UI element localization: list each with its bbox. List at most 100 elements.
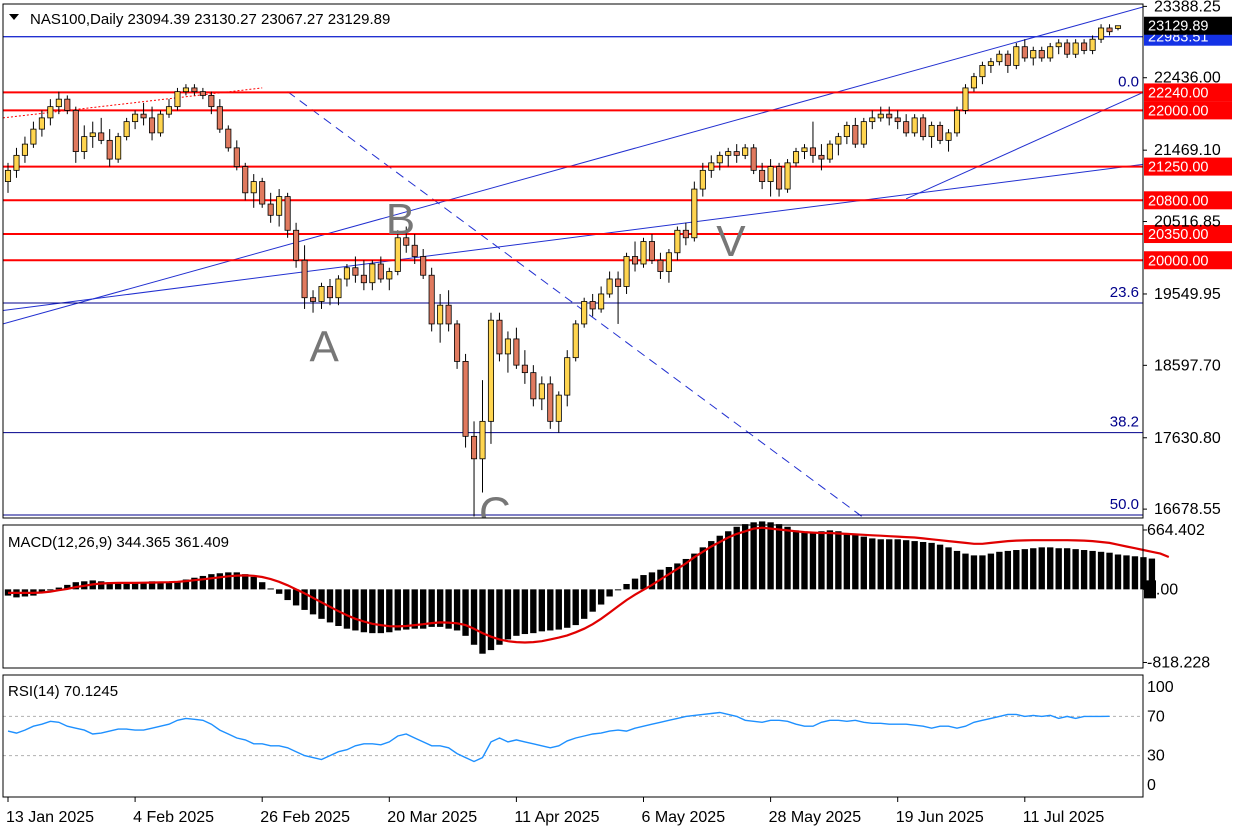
- candle[interactable]: [759, 162, 766, 190]
- candle[interactable]: [149, 106, 156, 141]
- candle[interactable]: [115, 132, 122, 163]
- candle[interactable]: [1030, 46, 1037, 66]
- candle[interactable]: [996, 50, 1003, 66]
- candle[interactable]: [437, 293, 444, 343]
- candle[interactable]: [182, 84, 189, 96]
- candle[interactable]: [1098, 24, 1105, 43]
- candle[interactable]: [318, 282, 325, 309]
- candle[interactable]: [725, 147, 732, 167]
- candle[interactable]: [471, 421, 478, 517]
- lower-trend-line[interactable]: [3, 163, 1143, 311]
- candle[interactable]: [123, 117, 130, 141]
- candle[interactable]: [1081, 39, 1088, 55]
- candle[interactable]: [462, 353, 469, 448]
- price-panel[interactable]: ABCV0.023.638.250.022983.5122240.0022000…: [3, 0, 1232, 538]
- candle[interactable]: [1089, 35, 1096, 55]
- candle[interactable]: [360, 260, 367, 291]
- candle[interactable]: [98, 117, 105, 145]
- candle[interactable]: [547, 376, 554, 429]
- candle[interactable]: [979, 61, 986, 85]
- candle[interactable]: [165, 99, 173, 118]
- candle[interactable]: [615, 271, 622, 324]
- candle[interactable]: [699, 162, 706, 197]
- candle[interactable]: [216, 99, 223, 133]
- candle[interactable]: [920, 114, 927, 141]
- candle[interactable]: [21, 136, 28, 163]
- candle[interactable]: [140, 102, 147, 126]
- candle[interactable]: [953, 106, 961, 137]
- candle[interactable]: [750, 144, 757, 175]
- candle[interactable]: [521, 350, 528, 384]
- candle[interactable]: [504, 331, 511, 373]
- candle[interactable]: [403, 226, 410, 253]
- candle[interactable]: [631, 241, 639, 272]
- candle[interactable]: [225, 125, 232, 152]
- candle[interactable]: [386, 267, 393, 291]
- candle[interactable]: [623, 252, 630, 294]
- candle[interactable]: [530, 365, 537, 407]
- candle[interactable]: [691, 181, 698, 242]
- candle[interactable]: [742, 144, 749, 160]
- candle[interactable]: [208, 91, 215, 115]
- candle[interactable]: [784, 159, 791, 193]
- candle[interactable]: [843, 121, 850, 145]
- candle[interactable]: [55, 91, 62, 115]
- candle[interactable]: [987, 57, 994, 73]
- candle[interactable]: [343, 263, 350, 287]
- candle[interactable]: [89, 121, 96, 148]
- candle[interactable]: [106, 129, 113, 167]
- rising-channel-line[interactable]: [905, 91, 1143, 200]
- candle[interactable]: [555, 391, 562, 433]
- candle[interactable]: [4, 162, 12, 193]
- candle[interactable]: [776, 162, 783, 197]
- candle[interactable]: [496, 312, 503, 362]
- symbol-menu-triangle-icon[interactable]: [9, 14, 19, 20]
- candle[interactable]: [674, 226, 681, 261]
- candle[interactable]: [564, 350, 571, 407]
- candle[interactable]: [191, 84, 198, 96]
- candle[interactable]: [606, 271, 613, 298]
- candle[interactable]: [1064, 39, 1071, 58]
- candle[interactable]: [598, 286, 605, 313]
- candle[interactable]: [877, 106, 884, 122]
- candle[interactable]: [835, 132, 842, 156]
- dashed-downtrend-line[interactable]: [287, 91, 870, 523]
- candle[interactable]: [293, 222, 300, 268]
- candle[interactable]: [242, 162, 249, 201]
- candle[interactable]: [72, 106, 79, 163]
- candle[interactable]: [301, 245, 308, 309]
- candle[interactable]: [1021, 39, 1028, 62]
- candle[interactable]: [648, 234, 655, 264]
- candle[interactable]: [47, 99, 54, 126]
- candle[interactable]: [1114, 25, 1122, 31]
- candle[interactable]: [1038, 46, 1045, 62]
- candle[interactable]: [276, 189, 283, 227]
- candle[interactable]: [267, 192, 274, 223]
- candle[interactable]: [818, 144, 825, 171]
- candle[interactable]: [801, 144, 808, 160]
- candle[interactable]: [589, 293, 596, 317]
- candle[interactable]: [911, 114, 918, 137]
- candle[interactable]: [665, 249, 672, 283]
- candle[interactable]: [1013, 42, 1020, 70]
- candle[interactable]: [860, 117, 867, 148]
- candle[interactable]: [428, 267, 435, 332]
- candle[interactable]: [174, 87, 181, 111]
- candle[interactable]: [869, 110, 876, 130]
- candle[interactable]: [479, 380, 486, 493]
- candle[interactable]: [352, 256, 359, 283]
- candle[interactable]: [903, 114, 910, 137]
- candle[interactable]: [445, 290, 452, 332]
- candle[interactable]: [962, 84, 969, 115]
- candle[interactable]: [1072, 39, 1079, 58]
- candle[interactable]: [157, 110, 164, 137]
- candle[interactable]: [259, 177, 266, 208]
- candle[interactable]: [970, 72, 977, 92]
- candle[interactable]: [38, 110, 45, 137]
- rsi-panel[interactable]: 100 70 30 0: [3, 679, 1174, 794]
- candle[interactable]: [1106, 24, 1113, 36]
- candle[interactable]: [657, 252, 664, 279]
- candle[interactable]: [420, 249, 427, 279]
- candle[interactable]: [326, 278, 334, 306]
